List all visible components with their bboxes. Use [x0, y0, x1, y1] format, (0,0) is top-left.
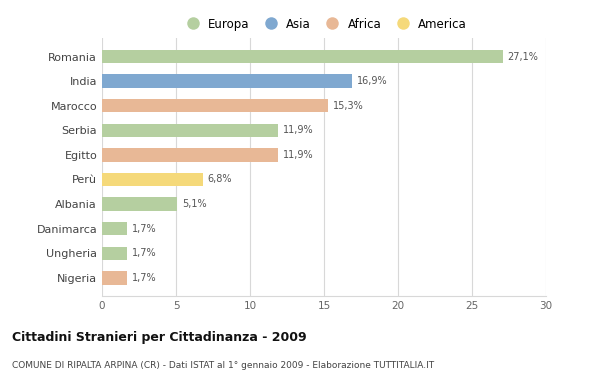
Bar [102, 74, 352, 88]
Bar [102, 124, 278, 137]
Text: 6,8%: 6,8% [207, 174, 232, 185]
Bar [102, 173, 203, 186]
Text: COMUNE DI RIPALTA ARPINA (CR) - Dati ISTAT al 1° gennaio 2009 - Elaborazione TUT: COMUNE DI RIPALTA ARPINA (CR) - Dati IST… [12, 361, 434, 370]
Bar [102, 247, 127, 260]
Bar [102, 222, 127, 236]
Text: 1,7%: 1,7% [131, 248, 156, 258]
Text: 11,9%: 11,9% [283, 125, 313, 135]
Text: 27,1%: 27,1% [508, 52, 538, 62]
Text: 5,1%: 5,1% [182, 199, 206, 209]
Text: 11,9%: 11,9% [283, 150, 313, 160]
Bar [102, 99, 328, 112]
Bar [102, 50, 503, 63]
Text: Cittadini Stranieri per Cittadinanza - 2009: Cittadini Stranieri per Cittadinanza - 2… [12, 331, 307, 344]
Bar [102, 197, 178, 211]
Text: 1,7%: 1,7% [131, 273, 156, 283]
Text: 16,9%: 16,9% [356, 76, 387, 86]
Legend: Europa, Asia, Africa, America: Europa, Asia, Africa, America [176, 13, 472, 35]
Text: 15,3%: 15,3% [333, 101, 364, 111]
Bar [102, 148, 278, 162]
Bar [102, 271, 127, 285]
Text: 1,7%: 1,7% [131, 224, 156, 234]
